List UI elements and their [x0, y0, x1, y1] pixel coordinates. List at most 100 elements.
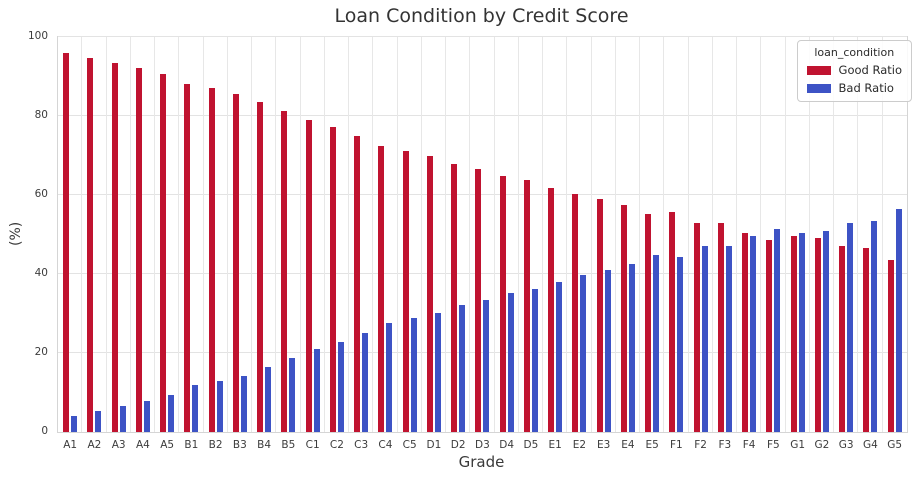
gridline-y-100: [58, 36, 907, 37]
bar-group-D5: D5: [519, 37, 544, 451]
x-tick-C5: C5: [402, 439, 417, 451]
bar-bad-ratio-C1: [313, 349, 320, 432]
bar-groups: A1 A2 A3 A4 A5 B1 B2 B3 B4 B5 C1 C2 C3 C4 C5 D1 D2 D3 D4 D5…: [58, 37, 907, 451]
bar-group-G5: G5: [883, 37, 907, 451]
bar-good-ratio-B1: [184, 84, 191, 432]
x-tick-A2: A2: [87, 439, 102, 451]
bar-group-F1: F1: [664, 37, 689, 451]
bar-group-A2: A2: [82, 37, 107, 451]
bar-good-ratio-F2: [693, 223, 700, 432]
x-tick-B4: B4: [257, 439, 272, 451]
x-tick-F2: F2: [694, 439, 707, 451]
bar-group-F3: F3: [713, 37, 738, 451]
bar-bad-ratio-E1: [556, 281, 563, 432]
bar-bad-ratio-F2: [701, 245, 708, 432]
bar-group-F5: F5: [761, 37, 786, 451]
x-tick-F3: F3: [718, 439, 732, 451]
bar-bad-ratio-C2: [337, 341, 344, 432]
bar-good-ratio-E4: [620, 204, 627, 432]
x-tick-B5: B5: [281, 439, 296, 451]
x-tick-D5: D5: [523, 439, 539, 451]
bar-bad-ratio-A2: [95, 410, 102, 432]
bar-bad-ratio-A3: [119, 406, 126, 432]
legend-label-good-ratio: Good Ratio: [838, 63, 902, 77]
x-tick-E2: E2: [572, 439, 587, 451]
bar-group-B1: B1: [179, 37, 204, 451]
bar-good-ratio-C2: [329, 127, 336, 432]
bar-group-A5: A5: [155, 37, 180, 451]
bar-bad-ratio-D4: [507, 292, 514, 432]
bar-bad-ratio-E3: [604, 269, 611, 432]
chart-title: Loan Condition by Credit Score: [334, 5, 629, 27]
bar-good-ratio-A2: [87, 58, 94, 432]
x-tick-G3: G3: [838, 439, 854, 451]
y-tick-40: 40: [34, 267, 48, 279]
bar-bad-ratio-G5: [895, 208, 902, 432]
bar-group-D3: D3: [470, 37, 495, 451]
bar-good-ratio-C3: [354, 135, 361, 432]
bar-good-ratio-D4: [499, 176, 506, 432]
bar-good-ratio-D3: [475, 168, 482, 432]
bar-group-C2: C2: [325, 37, 350, 451]
x-tick-C1: C1: [305, 439, 320, 451]
x-tick-A3: A3: [111, 439, 126, 451]
bar-group-E2: E2: [567, 37, 592, 451]
bar-bad-ratio-A5: [168, 394, 175, 432]
x-tick-G2: G2: [814, 439, 830, 451]
x-tick-D4: D4: [499, 439, 515, 451]
bar-good-ratio-A5: [160, 74, 167, 432]
bar-group-C4: C4: [373, 37, 398, 451]
bar-group-E4: E4: [616, 37, 641, 451]
gridline-y-60: [58, 194, 907, 195]
bar-bad-ratio-A4: [143, 400, 150, 432]
bar-good-ratio-G2: [814, 238, 821, 432]
bar-group-A1: A1: [58, 37, 83, 451]
legend: loan_condition Good Ratio Bad Ratio: [796, 40, 912, 102]
bar-group-D1: D1: [422, 37, 447, 451]
bar-good-ratio-E1: [548, 187, 555, 432]
bar-bad-ratio-G4: [871, 220, 878, 432]
bad-ratio-swatch: [806, 83, 831, 93]
x-tick-E1: E1: [548, 439, 562, 451]
bar-bad-ratio-F1: [677, 257, 684, 432]
y-tick-80: 80: [34, 109, 48, 121]
bar-group-F2: F2: [689, 37, 714, 451]
bar-bad-ratio-C4: [386, 323, 393, 432]
bar-good-ratio-G3: [839, 246, 846, 432]
gridline-y-80: [58, 115, 907, 116]
legend-title: loan_condition: [814, 46, 895, 59]
x-tick-E4: E4: [621, 439, 635, 451]
bar-good-ratio-C4: [378, 145, 385, 432]
x-tick-A5: A5: [160, 439, 175, 451]
bar-bad-ratio-E2: [580, 275, 587, 432]
bar-bad-ratio-F3: [725, 245, 732, 432]
bar-group-F4: F4: [737, 37, 762, 451]
bar-bad-ratio-B4: [265, 366, 272, 432]
bar-group-C5: C5: [398, 37, 423, 451]
bar-group-E3: E3: [592, 37, 617, 451]
bar-group-B3: B3: [228, 37, 253, 451]
bar-good-ratio-F1: [669, 212, 676, 432]
bar-group-C3: C3: [349, 37, 374, 451]
x-tick-G5: G5: [887, 439, 903, 451]
x-tick-C4: C4: [378, 439, 393, 451]
bar-good-ratio-B4: [257, 102, 264, 432]
bar-group-A4: A4: [131, 37, 156, 451]
x-tick-D3: D3: [474, 439, 490, 451]
bar-good-ratio-B3: [232, 93, 239, 432]
bar-bad-ratio-B5: [289, 357, 296, 432]
bar-good-ratio-F4: [742, 233, 749, 432]
x-tick-F4: F4: [742, 439, 756, 451]
bar-bad-ratio-F5: [774, 228, 781, 432]
bar-bad-ratio-G1: [798, 232, 805, 432]
gridline-y-20: [58, 352, 907, 353]
bar-bad-ratio-A1: [71, 416, 78, 432]
x-tick-E5: E5: [645, 439, 659, 451]
bar-bad-ratio-B1: [192, 384, 199, 432]
bar-good-ratio-E2: [572, 193, 579, 432]
bar-good-ratio-C1: [305, 119, 312, 432]
bar-group-C1: C1: [301, 37, 326, 451]
bar-group-G3: G3: [834, 37, 859, 451]
legend-entry-bad-ratio: Bad Ratio: [806, 81, 902, 95]
x-tick-D2: D2: [450, 439, 466, 451]
